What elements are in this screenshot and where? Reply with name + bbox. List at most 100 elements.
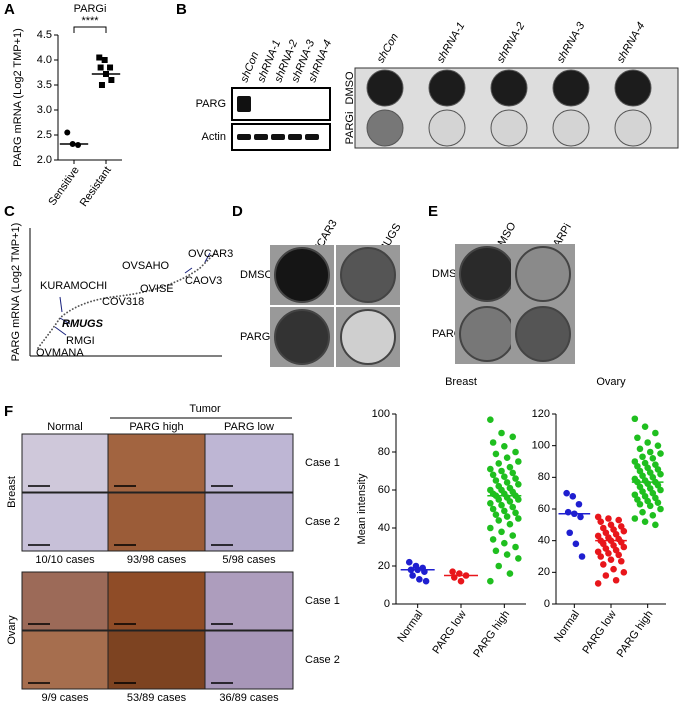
connector — [59, 296, 63, 313]
well — [552, 69, 590, 107]
data-point — [416, 576, 423, 583]
data-point — [506, 498, 514, 505]
histology-image — [204, 630, 294, 690]
histology-image — [21, 433, 109, 493]
data-point — [512, 448, 519, 456]
y-tick-label: 60 — [538, 503, 550, 515]
data-point — [509, 469, 517, 477]
blot-band — [288, 134, 302, 140]
well — [515, 306, 571, 362]
x-tick-label: Sensitive — [46, 165, 81, 208]
case-label: Case 2 — [305, 654, 340, 666]
histology-image — [21, 571, 109, 631]
connector — [59, 317, 71, 325]
data-point — [107, 64, 114, 71]
data-point — [492, 450, 500, 458]
panel-label: A — [4, 1, 15, 18]
ranked-dots — [37, 249, 219, 349]
case-count: 9/9 cases — [41, 692, 89, 704]
tissue-label: Breast — [6, 476, 18, 508]
case-count: 93/98 cases — [127, 554, 187, 566]
data-point — [644, 439, 651, 446]
case-count: 36/89 cases — [219, 692, 279, 704]
data-point — [495, 460, 503, 467]
data-point — [569, 493, 577, 500]
data-point — [501, 443, 508, 450]
data-point — [487, 500, 494, 507]
significance-label: **** — [81, 15, 99, 27]
data-point — [646, 502, 654, 510]
y-tick-label: 4.5 — [37, 29, 52, 41]
connector — [54, 326, 67, 336]
data-point — [487, 416, 494, 424]
tumor-group-label: Tumor — [189, 403, 221, 415]
column-label: PARG low — [224, 421, 274, 433]
data-point — [566, 529, 574, 537]
data-point — [509, 503, 517, 511]
data-point — [649, 512, 657, 519]
cell-line-label: OVCAR3 — [188, 248, 233, 260]
data-point — [75, 142, 82, 148]
well — [340, 309, 396, 365]
data-point — [652, 521, 659, 529]
plate-row-label: DMSO — [344, 71, 356, 104]
well — [490, 109, 528, 147]
data-point — [515, 496, 522, 503]
y-axis-label: Mean intensity — [356, 473, 368, 544]
y-tick-label: 120 — [532, 408, 550, 420]
y-tick-label: 40 — [378, 522, 390, 534]
well — [459, 246, 515, 302]
y-tick-label: 60 — [378, 484, 390, 496]
case-count: 10/10 cases — [35, 554, 95, 566]
data-point — [615, 516, 622, 524]
cell-line-label: OVISE — [140, 283, 174, 295]
data-point — [498, 429, 505, 437]
plate-column-label: shRNA-2 — [495, 20, 528, 65]
y-tick-label: 2.0 — [37, 154, 52, 166]
data-point — [657, 450, 664, 457]
column-label: Normal — [47, 421, 82, 433]
panel-label: F — [4, 403, 13, 420]
data-point — [612, 576, 620, 584]
blot-band — [237, 96, 251, 112]
data-point — [449, 568, 456, 575]
case-label: Case 1 — [305, 595, 340, 607]
data-point — [594, 580, 602, 587]
data-point — [495, 562, 503, 570]
chart-title: Breast — [445, 376, 477, 388]
blot-label: PARG — [196, 98, 226, 110]
x-tick-label: PARG high — [615, 609, 656, 660]
data-point — [98, 82, 105, 88]
data-point — [506, 520, 514, 528]
blot-label: Actin — [202, 131, 226, 143]
histology-image — [21, 630, 109, 690]
data-point — [422, 577, 430, 585]
data-point — [492, 511, 500, 518]
well — [552, 109, 590, 147]
cell-line-label: OVMANA — [36, 347, 84, 359]
y-tick-label: 20 — [378, 560, 390, 572]
data-point — [515, 515, 522, 522]
y-tick-label: 4.0 — [37, 54, 52, 66]
case-count: 53/89 cases — [127, 692, 187, 704]
data-point — [405, 558, 413, 566]
data-point — [503, 454, 511, 462]
x-tick-label: PARG high — [471, 609, 512, 660]
plate-column-label: shRNA-4 — [615, 20, 648, 65]
connector — [184, 267, 193, 274]
well — [428, 109, 466, 147]
data-point — [636, 500, 644, 508]
data-point — [509, 433, 517, 441]
case-label: Case 2 — [305, 516, 340, 528]
well — [614, 69, 652, 107]
data-point — [641, 518, 649, 525]
data-point — [101, 57, 108, 63]
well — [459, 306, 515, 362]
data-point — [600, 561, 607, 568]
data-point — [501, 539, 508, 547]
data-point — [489, 505, 497, 513]
data-point — [506, 463, 514, 471]
data-point — [506, 570, 514, 577]
y-tick-label: 80 — [538, 471, 550, 483]
panel-label: C — [4, 203, 15, 220]
